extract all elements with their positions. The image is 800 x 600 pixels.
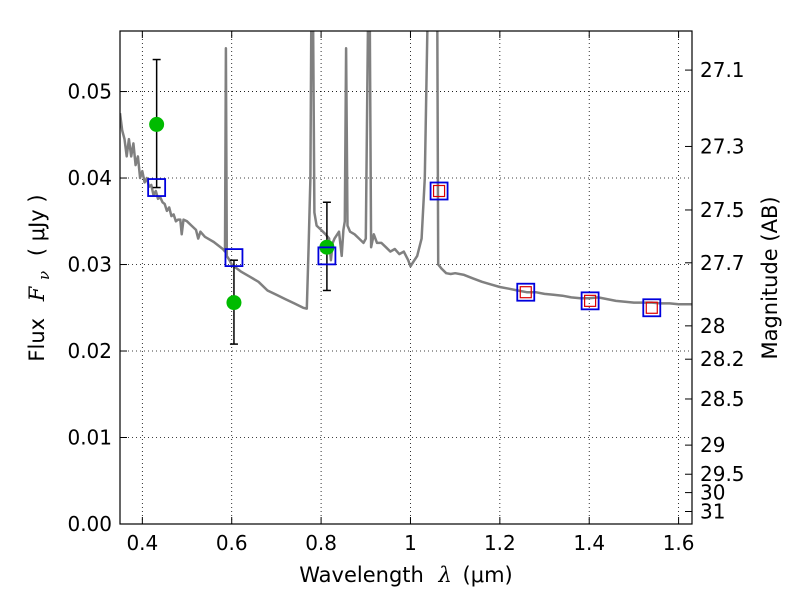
y-axis-title-unit: ( μJy ): [25, 194, 49, 256]
model-photometry-marker: [516, 282, 536, 302]
y2-tick-label: 30: [700, 481, 725, 505]
y2-tick-label: 27.3: [700, 134, 745, 158]
x-tick-label: 0.6: [216, 531, 248, 555]
x-tick-label: 1: [404, 531, 417, 555]
model-photometry-marker: [429, 181, 449, 201]
x-axis-title-symbol: λ: [438, 563, 452, 587]
y2-axis-title: Magnitude (AB): [758, 196, 782, 359]
y-axis-title: Flux F ν ( μJy ): [25, 194, 54, 361]
model-photometry-marker: [642, 298, 662, 318]
y-axis-title-text: Flux: [25, 318, 49, 362]
y2-tick-label: 27.5: [700, 198, 745, 222]
y-tick-label: 0.02: [67, 339, 112, 363]
upper-limit-marker: [584, 294, 597, 307]
model-photometry-marker: [147, 178, 167, 197]
y2-tick-label: 28.2: [700, 347, 745, 371]
y-tick-label: 0.00: [67, 512, 112, 536]
y-tick-label: 0.01: [67, 426, 112, 450]
x-tick-label: 1.2: [484, 531, 516, 555]
x-axis-title: Wavelength λ (μm): [299, 563, 512, 587]
x-tick-label: 0.4: [126, 531, 158, 555]
y2-tick-label: 31: [700, 499, 725, 523]
upper-limit-marker: [645, 301, 658, 314]
x-tick-label: 0.8: [305, 531, 337, 555]
y2-tick-label: 29.5: [700, 462, 745, 486]
y2-tick-label: 27.1: [700, 58, 745, 82]
y-axis-title-symbol: F: [25, 285, 49, 302]
y2-tick-label: 29: [700, 433, 725, 457]
y-tick-label: 0.05: [67, 80, 112, 104]
x-axis-title-unit: (μm): [463, 563, 513, 587]
plot-frame: [119, 30, 693, 525]
x-axis-title-text: Wavelength: [299, 563, 424, 587]
ticks: 0.4 0.6 0.8 1 1.2 1.4 1.6 0.00 0.01 0.02 0.03 0.04 0…: [67, 31, 745, 555]
y2-tick-label: 28: [700, 314, 725, 338]
model-photometry-marker: [580, 291, 600, 311]
x-tick-label: 1.4: [573, 531, 605, 555]
y-tick-label: 0.03: [67, 253, 112, 277]
y-axis-title-sub: ν: [35, 271, 53, 280]
plot-area: [120, 31, 692, 345]
upper-limit-marker: [432, 184, 446, 198]
y2-tick-label: 28.5: [700, 387, 745, 411]
upper-limit-marker: [519, 286, 532, 299]
observed-point: [149, 116, 165, 132]
model-photometry-marker: [317, 246, 337, 266]
model-photometry-marker: [224, 248, 244, 268]
y2-tick-label: 27.7: [700, 251, 745, 275]
y-tick-label: 0.04: [67, 166, 112, 190]
x-tick-label: 1.6: [663, 531, 695, 555]
observed-point: [226, 295, 242, 311]
